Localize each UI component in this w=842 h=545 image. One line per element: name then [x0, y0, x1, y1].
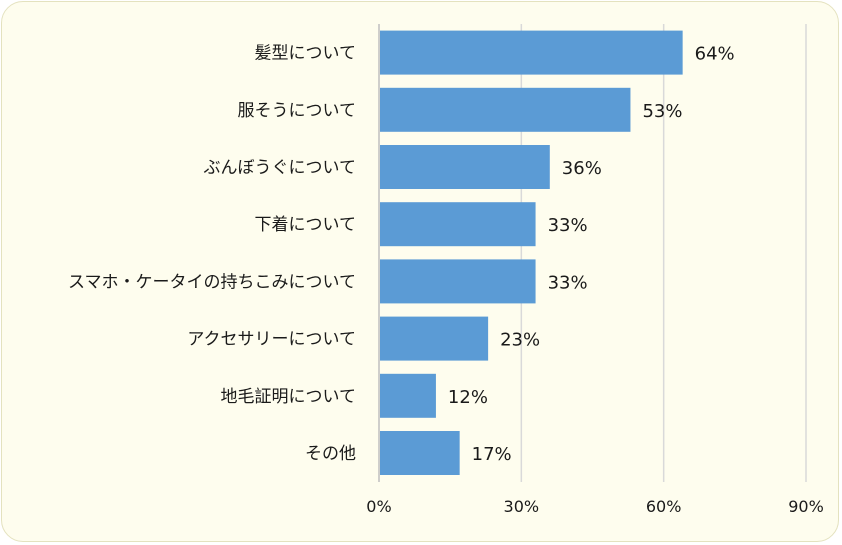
x-tick-label: 90%: [788, 497, 824, 516]
x-tick-label: 30%: [504, 497, 540, 516]
bar: [380, 316, 489, 361]
value-label: 53%: [642, 101, 682, 122]
category-label: 地毛証明について: [221, 387, 357, 407]
bar: [380, 259, 536, 304]
bar: [380, 30, 683, 75]
x-axis-tick-labels: 0% 30% 60% 90%: [366, 497, 823, 516]
category-label: 服そうについて: [238, 101, 357, 121]
x-tick-label: 0%: [366, 497, 391, 516]
category-label: 髪型について: [255, 44, 357, 64]
value-label: 64%: [695, 44, 735, 65]
value-label: 23%: [500, 330, 540, 351]
category-label: アクセサリーについて: [187, 330, 356, 350]
bar: [380, 431, 460, 475]
bars: [380, 30, 683, 475]
category-labels: 髪型について服そうについてぶんぼうぐについて下着についてスマホ・ケータイの持ちこ…: [68, 44, 356, 464]
value-labels: 64% 53% 36% 33% 33% 23% 12% 17%: [448, 44, 735, 465]
category-label: スマホ・ケータイの持ちこみについて: [68, 272, 356, 292]
category-label: 下着について: [255, 215, 357, 235]
bar: [380, 373, 436, 418]
value-label: 17%: [472, 444, 512, 465]
bar: [380, 145, 550, 189]
value-label: 36%: [562, 158, 602, 179]
category-label: ぶんぼうぐについて: [204, 158, 357, 178]
value-label: 33%: [548, 215, 588, 236]
bar: [380, 202, 536, 247]
x-tick-label: 60%: [646, 497, 682, 516]
value-label: 33%: [548, 272, 588, 293]
value-label: 12%: [448, 387, 488, 408]
category-label: その他: [305, 444, 356, 464]
bar: [380, 87, 631, 132]
